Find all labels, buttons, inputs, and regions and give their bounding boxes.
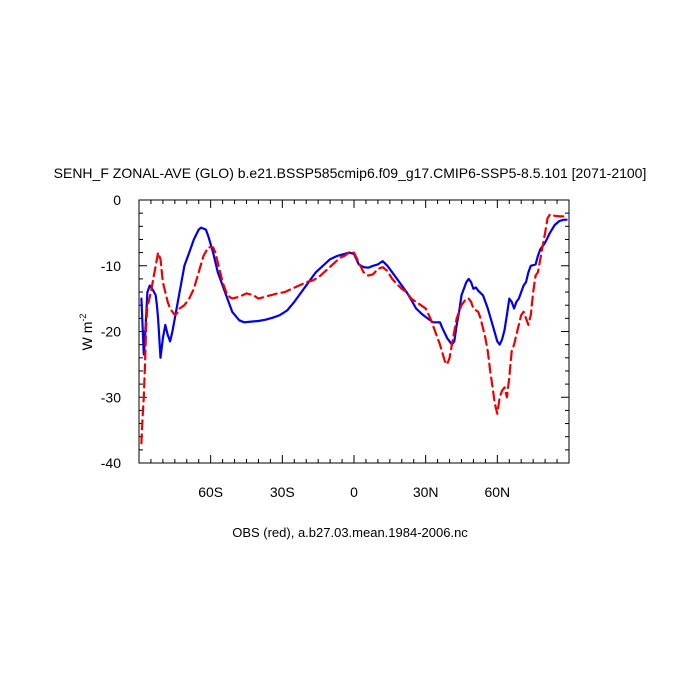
series-line-blue-solid — [140, 218, 568, 359]
y-axis-label-text: W m — [79, 322, 95, 351]
y-tick-label: -30 — [101, 389, 121, 405]
x-tick-label: 0 — [350, 484, 358, 500]
y-axis-label-superscript: -2 — [78, 314, 88, 322]
y-axis-label: W m-2 — [78, 314, 95, 351]
y-tick-labels: 0 -10 -20 -30 -40 — [101, 192, 121, 471]
x-tick-label: 30N — [413, 484, 439, 500]
y-tick-label: -20 — [101, 324, 121, 340]
series-line-red-dashed — [140, 213, 568, 445]
y-tick-label: 0 — [113, 192, 121, 208]
x-tick-label: 60N — [484, 484, 510, 500]
chart-caption: OBS (red), a.b27.03.mean.1984-2006.nc — [232, 525, 468, 540]
x-tick-label: 60S — [198, 484, 223, 500]
chart-title: SENH_F ZONAL-AVE (GLO) b.e21.BSSP585cmip… — [54, 165, 647, 181]
series-layer — [140, 213, 568, 445]
x-tick-label: 30S — [270, 484, 295, 500]
x-tick-labels: 60S 30S 0 30N 60N — [198, 484, 510, 500]
y-tick-label: -10 — [101, 258, 121, 274]
y-tick-label: -40 — [101, 455, 121, 471]
minor-ticks — [139, 200, 569, 463]
major-ticks — [139, 199, 569, 464]
